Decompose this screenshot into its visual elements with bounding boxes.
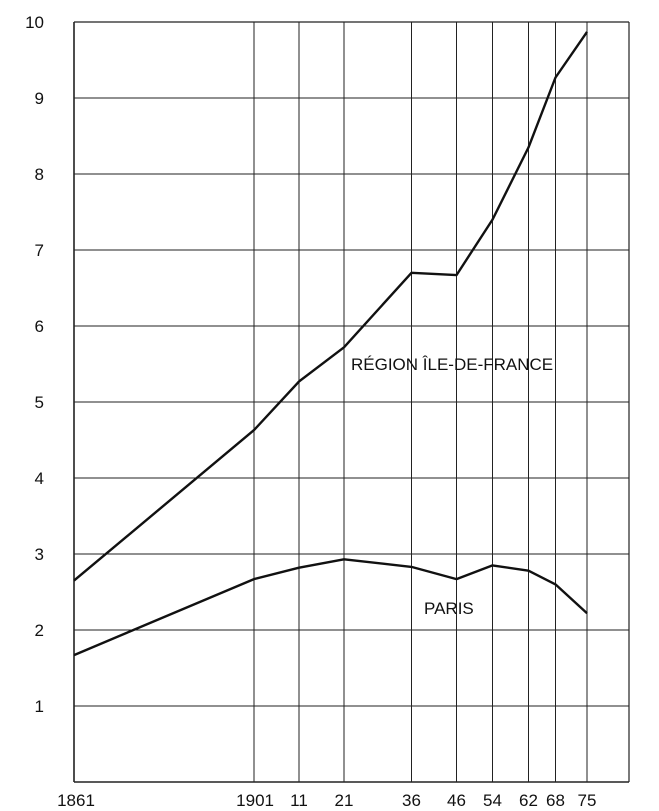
y-tick-label: 3: [35, 545, 44, 564]
x-tick-label: 21: [335, 791, 354, 810]
y-tick-label: 5: [35, 393, 44, 412]
y-tick-label: 7: [35, 241, 44, 260]
region-ile-de-france-line: [73, 31, 588, 582]
series-labels: RÉGION ÎLE-DE-FRANCE PARIS: [351, 355, 553, 618]
grid: [73, 21, 630, 783]
x-tick-label: 46: [447, 791, 466, 810]
y-tick-label: 9: [35, 89, 44, 108]
y-tick-label: 4: [35, 469, 44, 488]
y-tick-label: 6: [35, 317, 44, 336]
x-tick-label: 54: [483, 791, 502, 810]
series-lines: [73, 31, 588, 657]
paris-series-label: PARIS: [424, 599, 474, 618]
x-tick-label: 36: [402, 791, 421, 810]
y-axis-ticks: 1 2 3 4 5 6 7 8 9 10: [25, 13, 44, 716]
y-tick-label: 8: [35, 165, 44, 184]
x-axis-ticks: 1861 1901 11 21 36 46 54 62 68 75: [57, 791, 596, 810]
x-tick-label: 75: [578, 791, 597, 810]
x-tick-label: 11: [290, 791, 308, 810]
x-tick-label: 68: [546, 791, 565, 810]
x-tick-label: 1861: [57, 791, 95, 810]
y-tick-label: 10: [25, 13, 44, 32]
y-tick-label: 1: [35, 697, 44, 716]
x-tick-label: 1901: [236, 791, 274, 810]
x-tick-label: 62: [519, 791, 538, 810]
y-tick-label: 2: [35, 621, 44, 640]
paris-line: [73, 558, 588, 657]
region-series-label: RÉGION ÎLE-DE-FRANCE: [351, 355, 553, 374]
